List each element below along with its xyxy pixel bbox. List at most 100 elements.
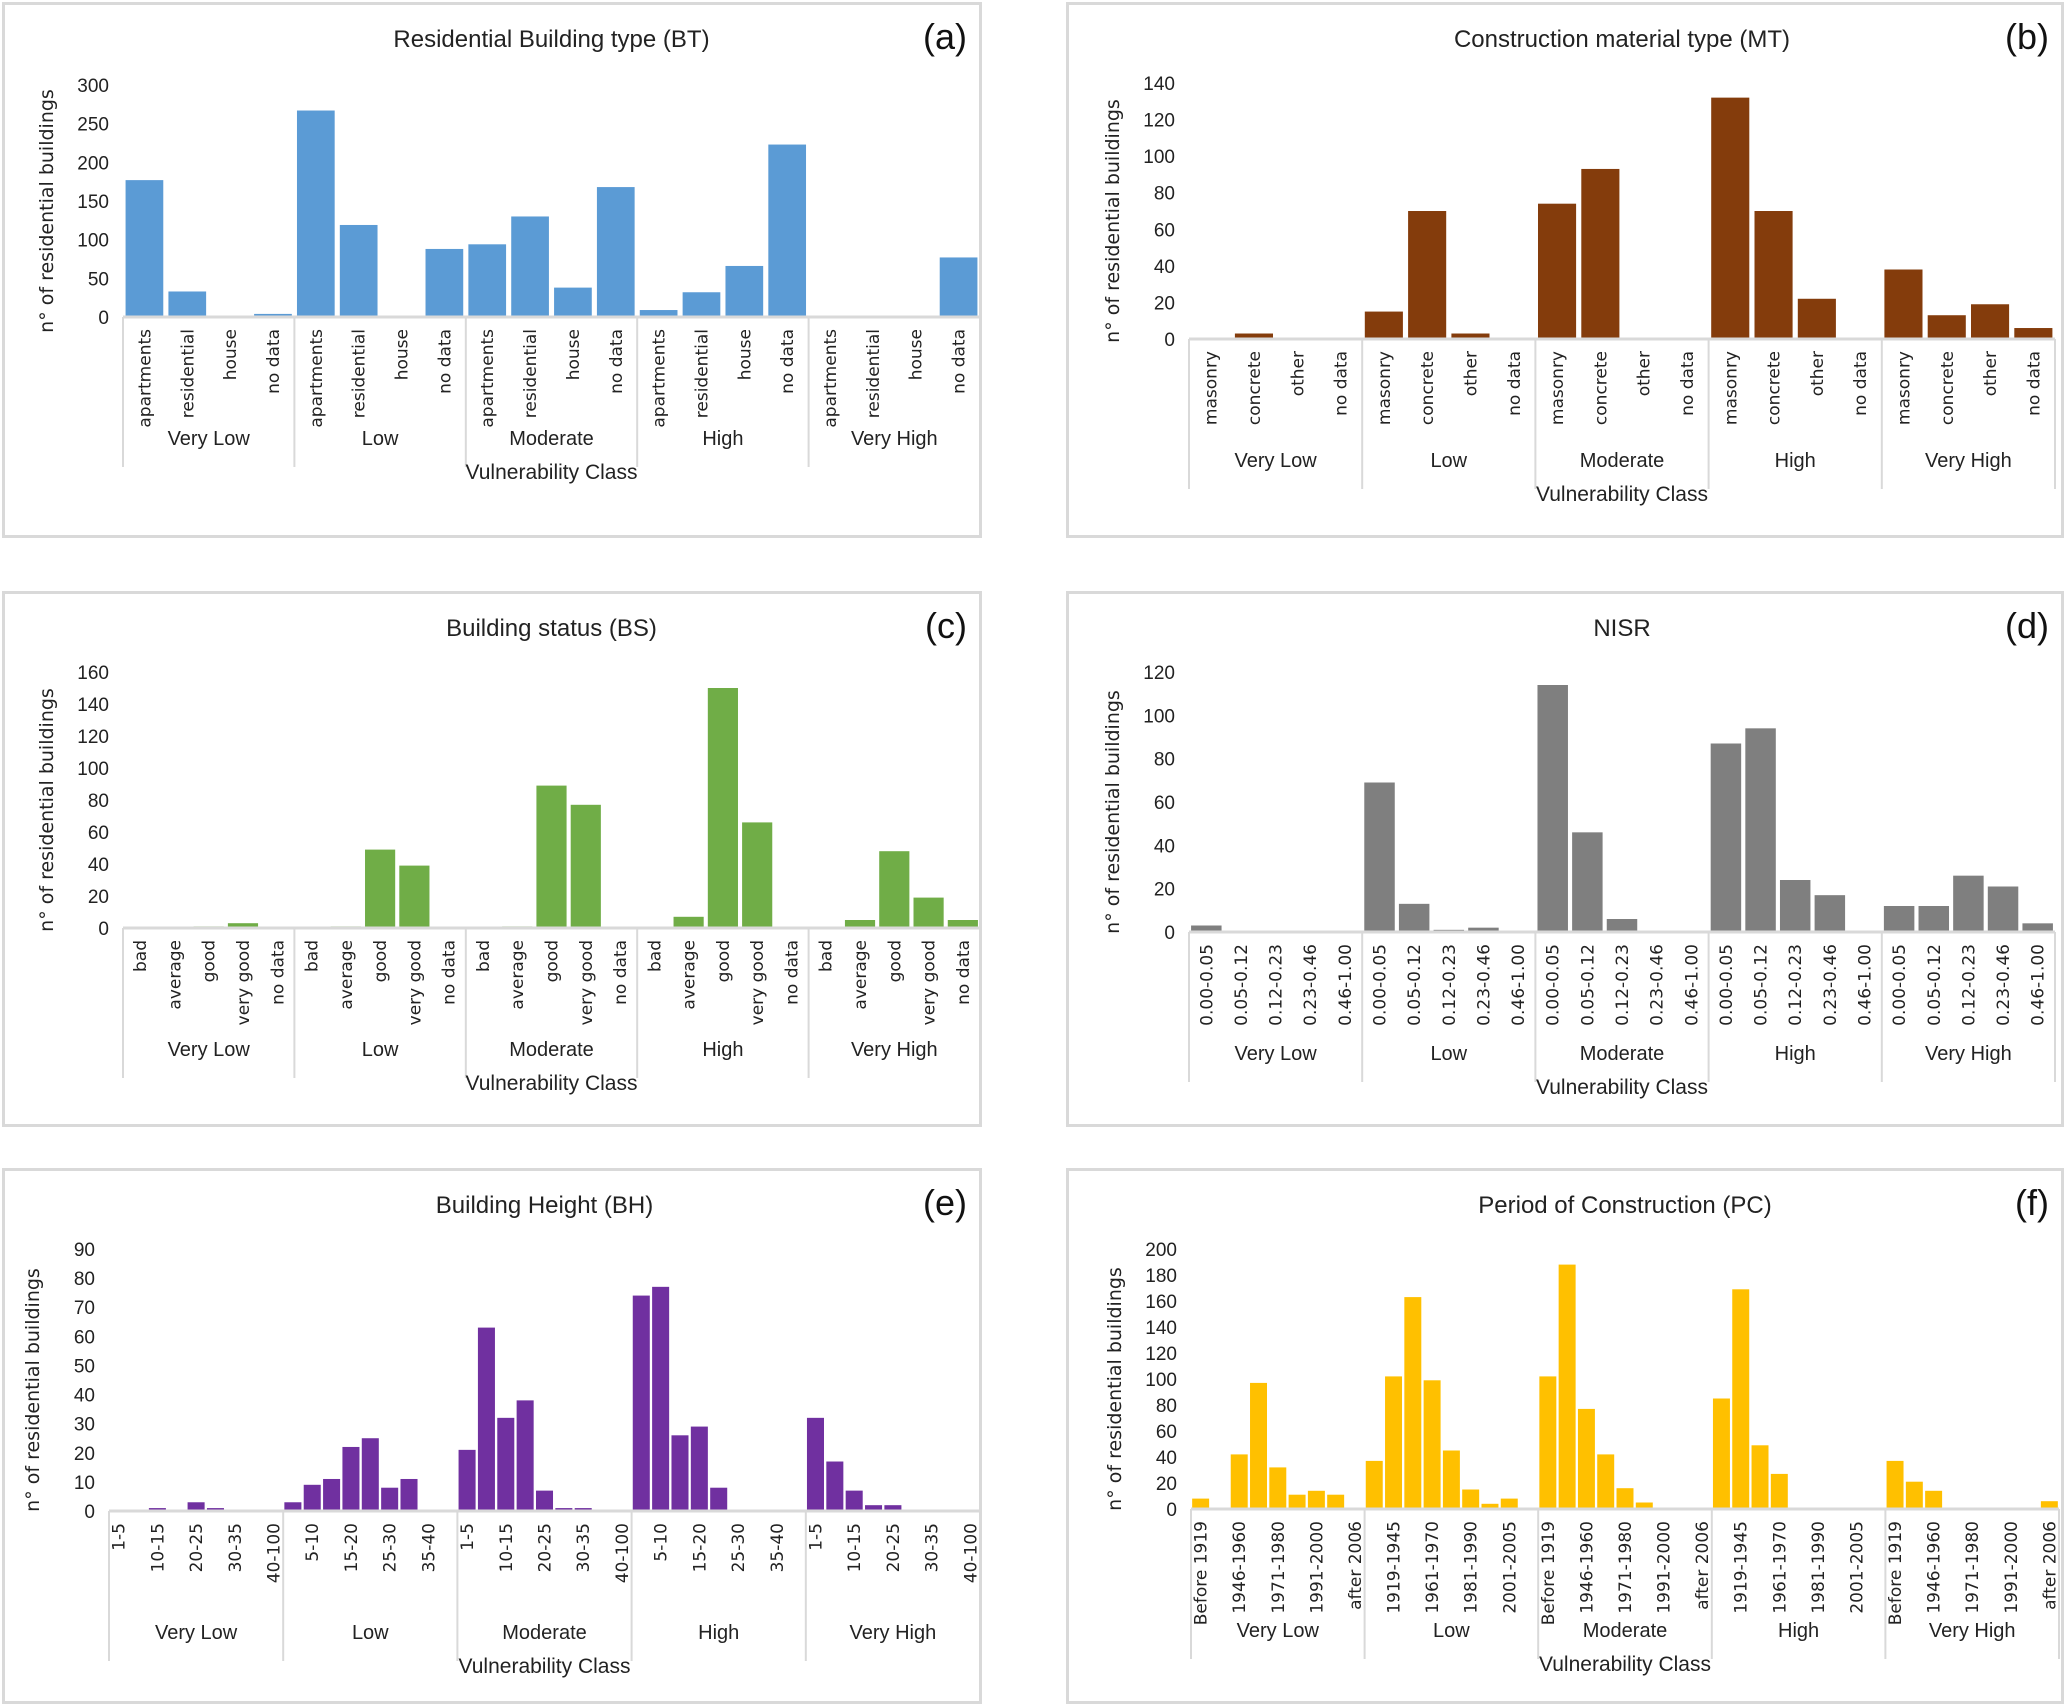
category-label: masonry bbox=[1548, 351, 1568, 425]
chart-title: NISR bbox=[1593, 615, 1650, 642]
category-label: other bbox=[1635, 351, 1655, 396]
y-tick-label: 100 bbox=[1143, 706, 1175, 727]
bar-low-masonry bbox=[1364, 311, 1403, 339]
category-label: after 2006 bbox=[1346, 1521, 1366, 1610]
bar-very-low-1971-1980 bbox=[1269, 1467, 1287, 1509]
category-label: 15-20 bbox=[690, 1523, 710, 1572]
bar-very-low-0-00-0-05 bbox=[1191, 925, 1222, 932]
bars bbox=[193, 688, 978, 928]
category-label: house bbox=[221, 329, 241, 380]
y-tick-label: 100 bbox=[77, 759, 109, 780]
y-tick-label: 20 bbox=[88, 887, 109, 908]
bar-very-high-1-5 bbox=[806, 1417, 824, 1511]
category-label: no data bbox=[782, 940, 802, 1005]
category-label: masonry bbox=[1721, 351, 1741, 425]
bars bbox=[1191, 685, 2053, 932]
y-tick-label: 160 bbox=[1145, 1292, 1177, 1313]
category-label: 0.05-0.12 bbox=[1752, 944, 1772, 1026]
bar-low-2001-2005 bbox=[1500, 1498, 1518, 1509]
panel-label: (d) bbox=[2005, 605, 2049, 646]
category-label: concrete bbox=[1765, 351, 1785, 425]
bar-moderate-1981-1990 bbox=[1635, 1502, 1653, 1509]
category-label: Before 1919 bbox=[1886, 1521, 1906, 1625]
y-tick-label: 60 bbox=[1154, 793, 1175, 814]
category-label: 1-5 bbox=[806, 1523, 826, 1551]
category-label: 40-100 bbox=[961, 1523, 979, 1583]
category-label: average bbox=[680, 940, 700, 1010]
y-tick-label: 120 bbox=[1145, 1344, 1177, 1365]
category-label: residential bbox=[864, 329, 884, 418]
chart-svg-e: Building Height (BH) (e) 0 10 20 30 40 50 60 70 80… bbox=[22, 1182, 979, 1678]
y-tick-label: 0 bbox=[84, 1502, 95, 1523]
category-label: 1919-1945 bbox=[1385, 1521, 1405, 1614]
y-tick-label: 120 bbox=[1143, 111, 1175, 132]
y-axis-label: n° of residential buildings bbox=[1102, 99, 1124, 343]
bar-very-high-0-00-0-05 bbox=[1883, 906, 1915, 932]
bar-very-high-before-1919 bbox=[1886, 1460, 1904, 1509]
y-tick-label: 200 bbox=[77, 153, 109, 174]
bar-low-25-30 bbox=[381, 1487, 399, 1511]
bar-low-1981-1990 bbox=[1462, 1489, 1480, 1509]
bar-very-high-after-2006 bbox=[2040, 1501, 2058, 1509]
bar-high-0-00-0-05 bbox=[1710, 743, 1742, 932]
category-label: no data bbox=[264, 329, 284, 394]
bar-very-low-no-data bbox=[254, 313, 292, 317]
category-label: bad bbox=[645, 940, 665, 972]
bar-very-high-5-10 bbox=[826, 1461, 844, 1511]
y-tick-label: 120 bbox=[77, 727, 109, 748]
y-tick-label: 80 bbox=[74, 1269, 95, 1290]
category-label: no data bbox=[1332, 351, 1352, 416]
group-label: Very High bbox=[1925, 1043, 2012, 1065]
bar-moderate-masonry bbox=[1537, 203, 1577, 339]
category-label: no data bbox=[2024, 351, 2044, 416]
category-label: 1946-1960 bbox=[1925, 1521, 1945, 1614]
category-label: 0.12-0.23 bbox=[1613, 944, 1633, 1026]
category-label: 20-25 bbox=[536, 1523, 556, 1572]
group-label: Moderate bbox=[509, 428, 594, 450]
bar-high-concrete bbox=[1754, 211, 1793, 339]
bar-low-no-data bbox=[425, 248, 464, 317]
bar-low-1919-1945 bbox=[1385, 1376, 1403, 1509]
bar-high-house bbox=[725, 265, 764, 317]
group-label: Very High bbox=[850, 1622, 937, 1644]
y-tick-label: 60 bbox=[74, 1327, 95, 1348]
y-tick-label: 30 bbox=[74, 1415, 95, 1436]
category-label: house bbox=[907, 329, 927, 380]
y-tick-label: 150 bbox=[77, 192, 109, 213]
y-tick-label: 140 bbox=[1145, 1318, 1177, 1339]
chart-svg-b: Construction material type (MT) (b) 0 20 40 6… bbox=[1102, 16, 2056, 506]
category-label: 1971-1980 bbox=[1963, 1521, 1983, 1614]
y-tick-label: 180 bbox=[1145, 1266, 1177, 1287]
x-axis-title: Vulnerability Class bbox=[466, 1072, 638, 1095]
category-label: 0.05-0.12 bbox=[1925, 944, 1945, 1026]
bar-high-1961-1970 bbox=[1770, 1473, 1788, 1509]
bar-low-1971-1980 bbox=[1442, 1450, 1460, 1509]
group-label: High bbox=[1775, 450, 1816, 472]
bars bbox=[125, 110, 978, 318]
bar-high-no-data bbox=[768, 144, 807, 317]
x-axis-title: Vulnerability Class bbox=[1536, 483, 1708, 506]
category-label: 1961-1970 bbox=[1423, 1521, 1443, 1614]
y-tick-label: 40 bbox=[1156, 1448, 1177, 1469]
bar-very-high-1946-1960 bbox=[1925, 1490, 1943, 1509]
bar-moderate-15-20 bbox=[516, 1400, 534, 1511]
y-axis-label: n° of residential buildings bbox=[36, 688, 58, 932]
category-label: 1-5 bbox=[110, 1523, 130, 1551]
category-label: no data bbox=[1678, 351, 1698, 416]
chart-panel-c: Building status (BS) (c) 0 20 40 60 80 100 120 14… bbox=[2, 591, 982, 1127]
bar-very-high-concrete bbox=[1927, 315, 1966, 339]
y-tick-label: 0 bbox=[1166, 1500, 1177, 1521]
y-tick-label: 50 bbox=[74, 1356, 95, 1377]
bar-very-high-0-46-1-00 bbox=[2022, 923, 2053, 932]
category-label: 1981-1990 bbox=[1809, 1521, 1829, 1614]
category-label: 1991-2000 bbox=[2002, 1521, 2022, 1614]
category-label: 1946-1960 bbox=[1577, 1521, 1597, 1614]
category-label: 0.00-0.05 bbox=[1717, 944, 1737, 1026]
category-label: good bbox=[543, 940, 563, 982]
category-label: concrete bbox=[1938, 351, 1958, 425]
bar-moderate-house bbox=[554, 287, 592, 317]
bar-high-1-5 bbox=[632, 1295, 650, 1511]
bar-low-concrete bbox=[1408, 211, 1447, 339]
bar-very-high-0-12-0-23 bbox=[1953, 875, 1984, 932]
category-label: no data bbox=[1505, 351, 1525, 416]
